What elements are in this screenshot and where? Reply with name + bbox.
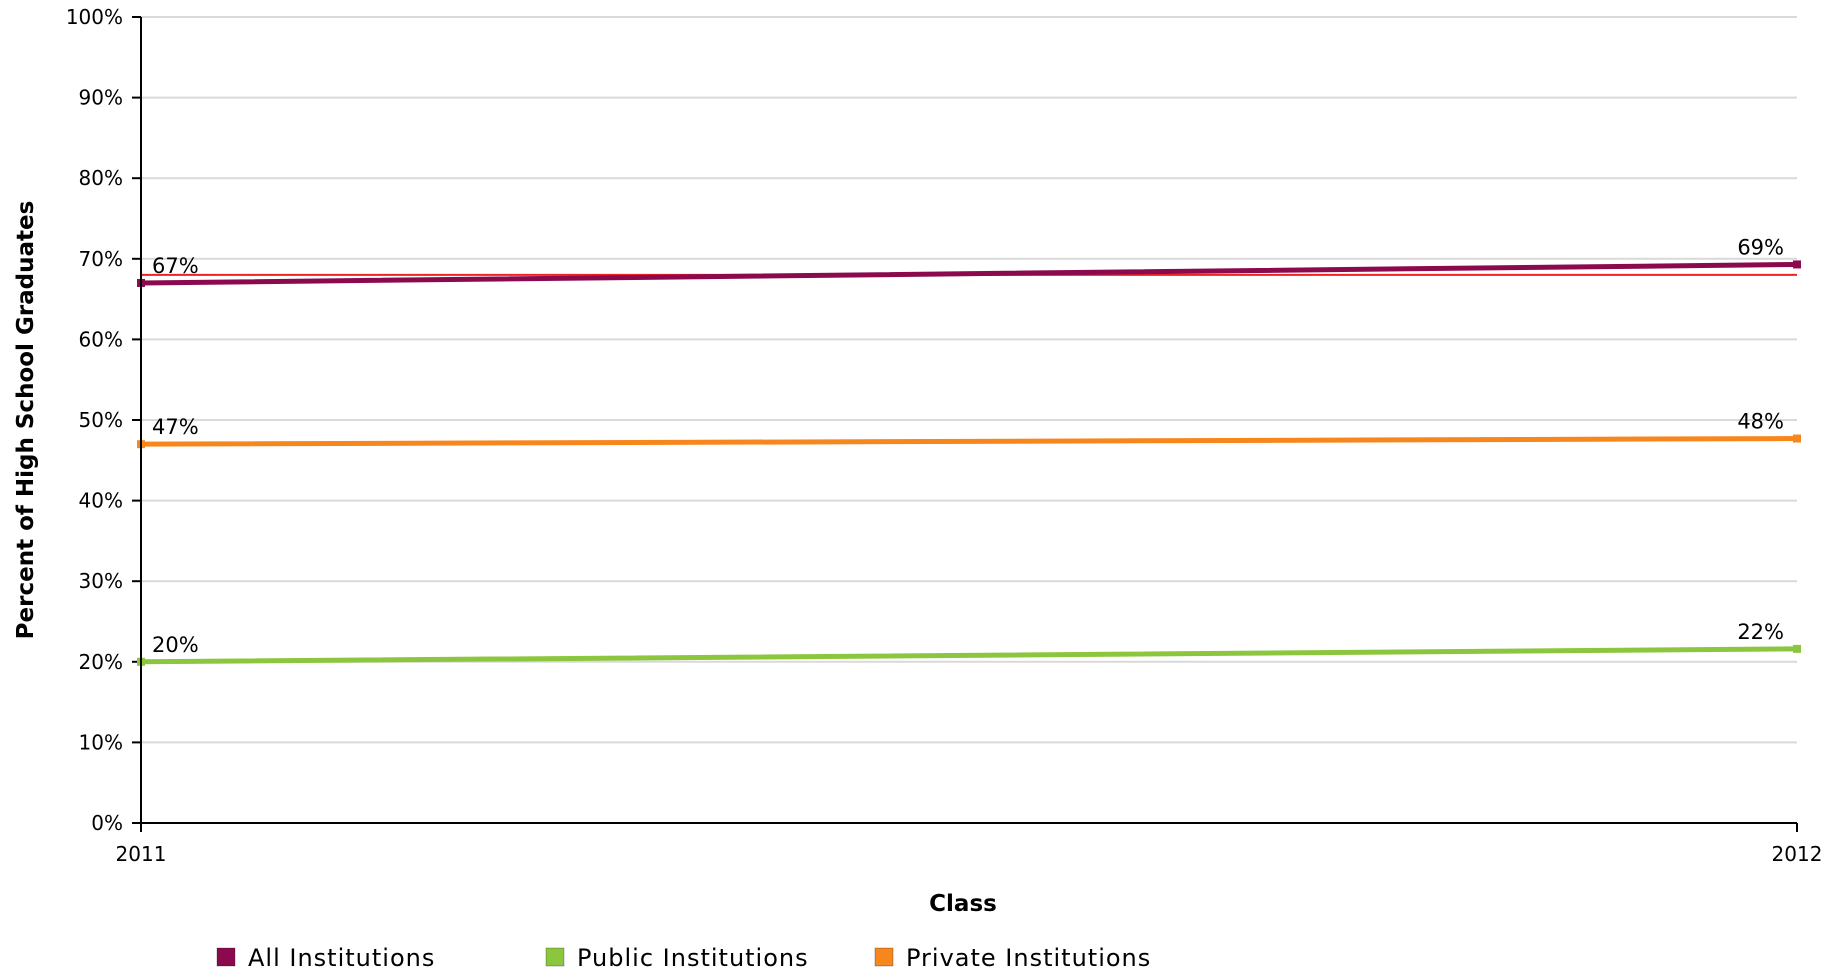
- grid-lines: [141, 16, 1797, 744]
- legend-swatch: [874, 947, 894, 967]
- legend-swatch: [545, 947, 565, 967]
- y-tick-label: 10%: [79, 730, 123, 754]
- y-tick-label: 40%: [79, 489, 123, 513]
- y-tick-label: 50%: [79, 408, 123, 432]
- data-label: 67%: [152, 254, 199, 278]
- x-tick-label: 2011: [116, 842, 167, 866]
- data-label: 22%: [1737, 620, 1784, 644]
- y-axis-title: Percent of High School Graduates: [13, 201, 39, 640]
- series-line: [138, 646, 1800, 665]
- legend-swatch: [216, 947, 236, 967]
- data-labels: 67% 69% 20% 22% 47% 48%: [152, 235, 1784, 656]
- data-point-marker: [1793, 434, 1801, 443]
- legend-label: All Institutions: [248, 944, 435, 972]
- series-line: [138, 261, 1800, 286]
- y-axis-ticks: 0% 10% 20% 30% 40% 50% 60% 70% 80% 90% 100%: [66, 5, 141, 835]
- axes: [140, 17, 1797, 824]
- x-axis-title: Class: [929, 891, 997, 917]
- y-tick-label: 90%: [79, 86, 123, 110]
- data-point-marker: [1793, 644, 1801, 653]
- series-lines: [137, 260, 1801, 666]
- y-tick-label: 100%: [66, 5, 123, 29]
- y-tick-label: 60%: [79, 327, 123, 351]
- y-tick-label: 20%: [79, 650, 123, 674]
- data-label: 20%: [152, 633, 199, 657]
- y-tick-label: 30%: [79, 569, 123, 593]
- data-label: 47%: [152, 415, 199, 439]
- legend: All Institutions Public Institutions Priva…: [216, 944, 1151, 972]
- legend-label: Public Institutions: [577, 944, 809, 972]
- x-axis-ticks: 2011 2012: [116, 823, 1823, 866]
- y-tick-label: 80%: [79, 166, 123, 190]
- data-point-marker: [1793, 260, 1801, 269]
- y-tick-label: 0%: [91, 811, 123, 835]
- legend-label: Private Institutions: [906, 944, 1151, 972]
- data-label: 69%: [1737, 235, 1784, 259]
- data-label: 48%: [1737, 410, 1784, 434]
- x-tick-label: 2012: [1772, 842, 1823, 866]
- series-line: [138, 436, 1800, 447]
- y-tick-label: 70%: [79, 247, 123, 271]
